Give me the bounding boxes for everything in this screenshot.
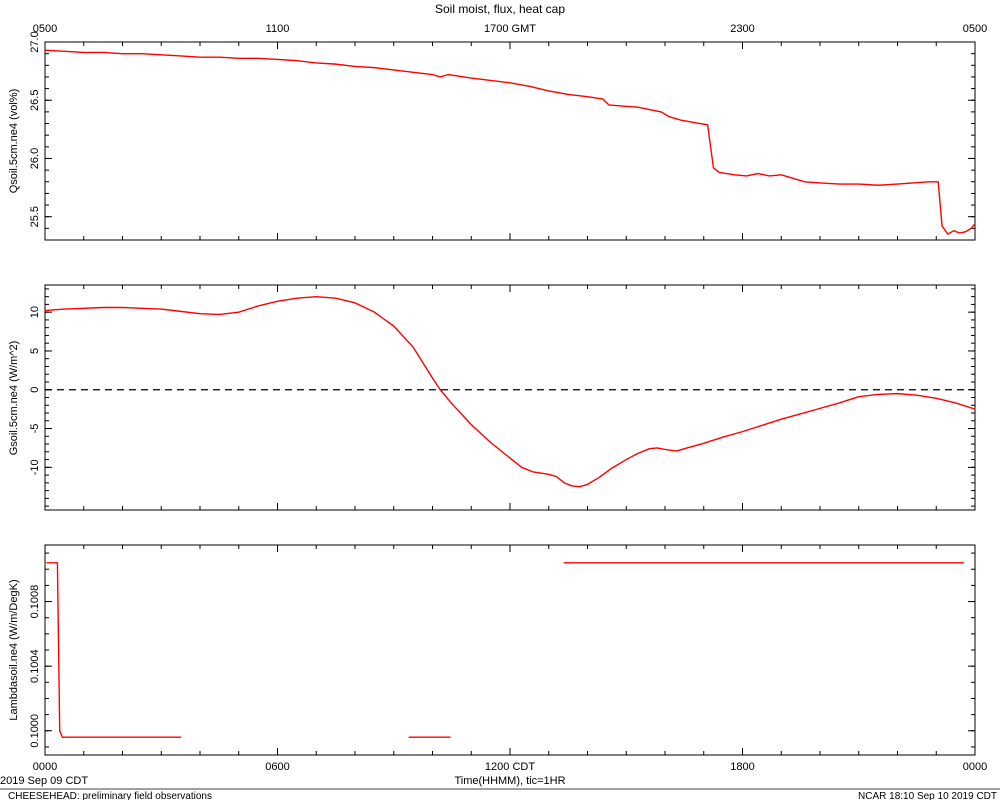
svg-text:1200 CDT: 1200 CDT — [485, 761, 535, 773]
x-axis-label: Time(HHMM), tic=1HR — [454, 775, 566, 787]
svg-text:26.0: 26.0 — [29, 148, 41, 169]
svg-text:-5: -5 — [29, 424, 41, 434]
svg-text:0: 0 — [29, 387, 41, 393]
svg-text:1800: 1800 — [730, 761, 754, 773]
svg-text:1700 GMT: 1700 GMT — [484, 23, 536, 35]
svg-text:0.1000: 0.1000 — [29, 714, 41, 748]
svg-text:0600: 0600 — [265, 761, 289, 773]
y-axis-label-qsoil: Qsoil.5cm.ne4 (vol%) — [8, 88, 20, 194]
timestamp-footnote: NCAR 18:10 Sep 10 2019 CDT — [858, 791, 997, 800]
svg-text:0500: 0500 — [33, 23, 57, 35]
chart-title: Soil moist, flux, heat cap — [434, 2, 566, 16]
svg-text:27.0: 27.0 — [29, 31, 41, 52]
svg-text:25.5: 25.5 — [29, 206, 41, 227]
y-axis-label-lambdasoil: Lambdasoil.ne4 (W/m/DegK) — [8, 579, 20, 721]
project-footnote: CHEESEHEAD: preliminary field observatio… — [8, 791, 212, 800]
svg-text:0.1004: 0.1004 — [29, 649, 41, 683]
svg-text:0000: 0000 — [33, 761, 57, 773]
y-axis-label-gsoil: Gsoil.5cm.ne4 (W/m^2) — [8, 340, 20, 456]
svg-text:26.5: 26.5 — [29, 90, 41, 111]
svg-text:10: 10 — [29, 306, 41, 318]
svg-text:5: 5 — [29, 348, 41, 354]
svg-text:0000: 0000 — [963, 761, 987, 773]
svg-text:-10: -10 — [29, 459, 41, 475]
svg-text:0500: 0500 — [963, 23, 987, 35]
svg-text:2300: 2300 — [730, 23, 754, 35]
start-date-label: 2019 Sep 09 CDT — [0, 775, 89, 787]
svg-text:0.1008: 0.1008 — [29, 585, 41, 619]
svg-text:1100: 1100 — [266, 23, 290, 35]
